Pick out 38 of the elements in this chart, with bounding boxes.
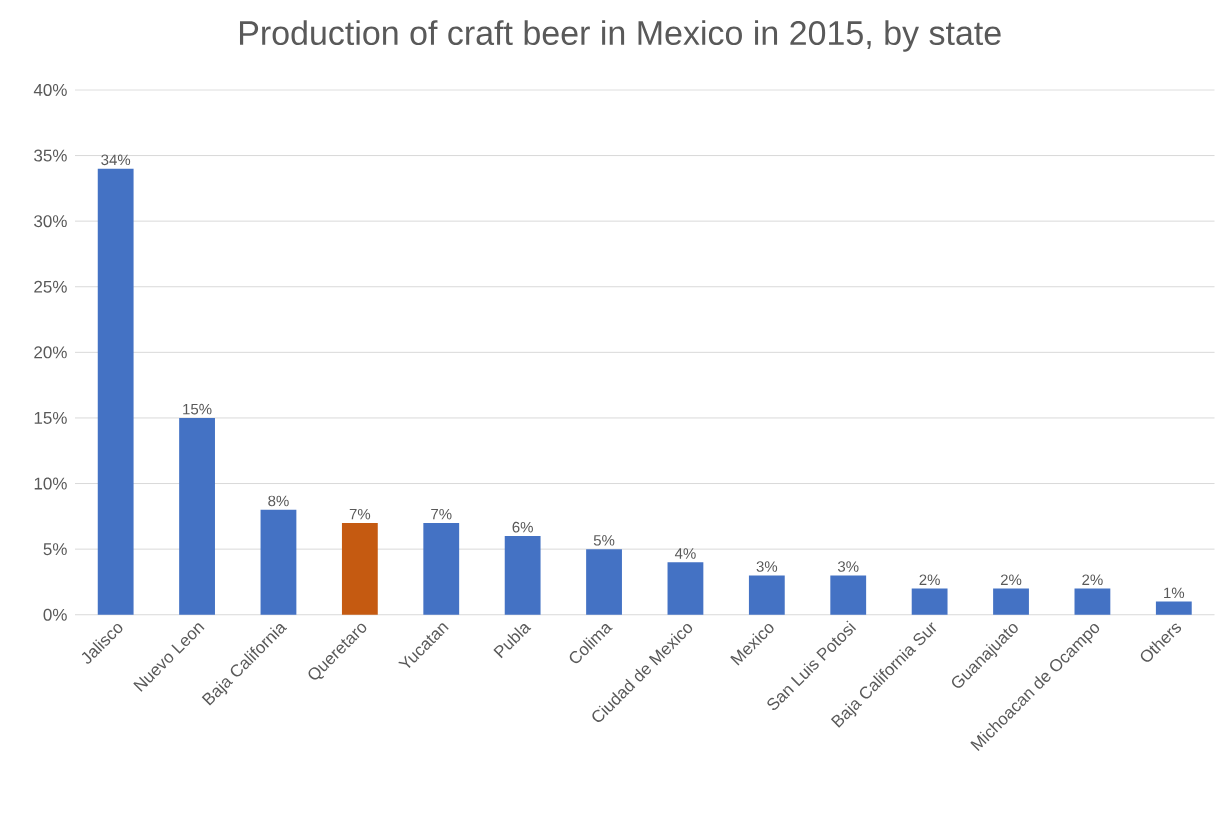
bar [911, 588, 948, 615]
data-label: 2% [1082, 574, 1103, 586]
data-label: 7% [431, 509, 452, 520]
chart-title: Production of craft beer in Mexico in 2015, by state [239, 20, 1001, 52]
bar [341, 523, 378, 615]
bar [260, 509, 297, 615]
bar [423, 523, 460, 615]
data-label: 4% [674, 548, 696, 559]
data-label: 1% [1164, 587, 1185, 599]
bar [1155, 601, 1192, 615]
data-label: 2% [1000, 574, 1022, 586]
y-tick-label: 20% [34, 346, 67, 359]
data-label: 3% [837, 561, 859, 573]
y-tick-label: 5% [43, 543, 67, 556]
bar [830, 575, 867, 615]
data-label: 15% [183, 404, 212, 415]
bar [97, 168, 134, 615]
bar [504, 536, 541, 615]
data-label: 3% [756, 561, 778, 573]
bar [1074, 588, 1111, 615]
data-label: 8% [268, 495, 289, 507]
data-label: 34% [101, 154, 131, 166]
data-label: 6% [512, 522, 533, 533]
bar [993, 588, 1029, 615]
y-tick-label: 40% [33, 84, 67, 97]
y-tick-label: 35% [34, 149, 67, 162]
y-tick-label: 0% [43, 608, 67, 621]
data-label: 2% [919, 574, 940, 586]
y-tick-label: 25% [34, 280, 67, 293]
data-label: 7% [349, 509, 371, 520]
bar [667, 562, 704, 615]
bar [179, 418, 215, 615]
bar [748, 575, 785, 615]
bar [586, 549, 622, 615]
y-tick-label: 15% [34, 412, 67, 425]
y-tick-label: 30% [34, 215, 67, 228]
y-tick-label: 10% [34, 477, 67, 490]
data-label: 5% [593, 535, 615, 546]
